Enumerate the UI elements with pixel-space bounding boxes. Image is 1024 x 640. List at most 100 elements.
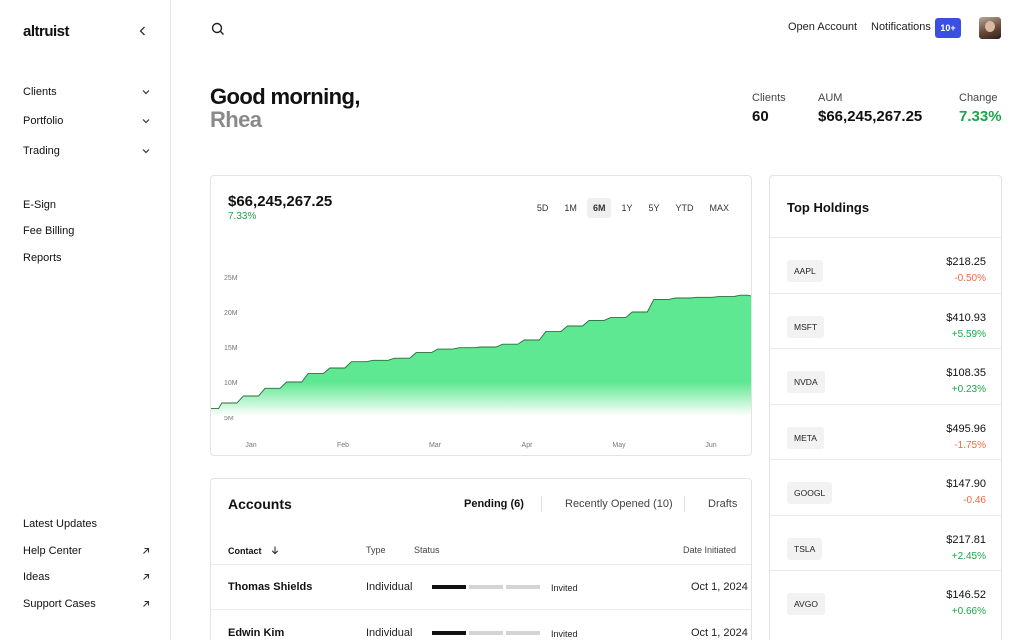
holding-row[interactable]: NVDA $108.35 +0.23% [770, 348, 1001, 404]
top-holdings-card: Top Holdings AAPL $218.25 -0.50% MSFT $410.9… [769, 175, 1002, 640]
column-type[interactable]: Type [366, 545, 386, 555]
range-tab-5d[interactable]: 5D [536, 203, 549, 213]
tab-divider [541, 496, 542, 512]
holding-price: $108.35 [946, 367, 986, 379]
holding-price: $495.96 [946, 422, 986, 435]
y-tick-label: 5M [224, 415, 234, 422]
notifications-badge[interactable]: 10+ [935, 18, 961, 38]
range-tab-1m[interactable]: 1M [564, 203, 577, 213]
chevron-down-icon [142, 119, 150, 124]
sidebar-item-label: Help Center [23, 545, 82, 557]
sidebar-item-ideas[interactable]: Ideas [23, 568, 151, 586]
range-tabs: 5D 1M 6M 1Y 5Y YTD MAX [531, 198, 735, 218]
tab-pending[interactable]: Pending (6) [464, 498, 524, 510]
search-icon[interactable] [210, 21, 226, 37]
holding-change: -1.75% [954, 439, 986, 451]
status-label: Invited [551, 629, 578, 639]
sidebar-item-label: Ideas [23, 571, 50, 583]
sort-down-icon [271, 546, 279, 555]
greeting-name: Rhea [210, 107, 262, 132]
sidebar: altruist Clients Portfolio Trading E-Sig… [0, 0, 171, 640]
contact-name[interactable]: Edwin Kim [228, 627, 285, 639]
status-label: Invited [551, 583, 578, 593]
range-tab-1y[interactable]: 1Y [621, 203, 633, 213]
holding-change: +2.45% [951, 550, 986, 562]
aum-stat-label: AUM [818, 92, 843, 104]
holding-row[interactable]: META $495.96 -1.75% [770, 403, 1001, 460]
y-tick-label: 10M [224, 380, 238, 387]
aum-area-chart[interactable]: 5M 10M 15M 20M 25M Jan Feb Mar Apr May Jun [211, 236, 751, 456]
x-tick-label: Apr [522, 442, 534, 449]
range-tab-5y[interactable]: 5Y [648, 203, 660, 213]
sidebar-item-label: Trading [23, 145, 60, 157]
change-stat-label: Change [959, 92, 998, 104]
date-initiated: Oct 1, 2024 [691, 581, 748, 593]
greeting-line: Good morning, [210, 84, 360, 109]
status-progress [432, 631, 540, 635]
range-tab-ytd[interactable]: YTD [675, 203, 694, 213]
sidebar-item-support-cases[interactable]: Support Cases [23, 595, 151, 613]
sidebar-item-reports[interactable]: Reports [23, 249, 151, 267]
holding-row[interactable]: GOOGL $147.90 -0.46 [770, 459, 1001, 515]
holding-row[interactable]: AAPL $218.25 -0.50% [770, 237, 1001, 293]
x-tick-label: Feb [337, 442, 349, 449]
x-tick-label: Jan [245, 442, 256, 449]
open-account-link[interactable]: Open Account [788, 21, 858, 33]
ticker-badge: AAPL [787, 260, 823, 282]
range-tab-max[interactable]: MAX [709, 203, 729, 213]
sidebar-item-label: E-Sign [23, 199, 57, 211]
external-link-icon [143, 547, 150, 554]
sidebar-item-label: Latest Updates [23, 518, 97, 530]
ticker-badge: NVDA [787, 371, 825, 393]
sidebar-item-fee-billing[interactable]: Fee Billing [23, 222, 151, 240]
sidebar-item-label: Reports [23, 252, 62, 264]
app-logo[interactable]: altruist [23, 23, 70, 40]
holdings-title: Top Holdings [787, 200, 870, 215]
chart-value: $66,245,267.25 [228, 193, 333, 210]
sidebar-item-help-center[interactable]: Help Center [23, 542, 151, 560]
avatar[interactable] [979, 17, 1001, 39]
holding-change: -0.50% [954, 273, 986, 284]
series-line [211, 294, 751, 410]
status-progress [432, 585, 540, 589]
ticker-badge: AVGO [787, 593, 825, 615]
holding-price: $217.81 [946, 533, 986, 546]
holding-row[interactable]: AVGO $146.52 +0.66% [770, 570, 1001, 626]
sidebar-item-esign[interactable]: E-Sign [23, 196, 151, 214]
sidebar-item-trading[interactable]: Trading [23, 142, 151, 160]
column-status[interactable]: Status [414, 545, 440, 555]
tab-recently-opened[interactable]: Recently Opened (10) [565, 498, 673, 510]
column-date-initiated[interactable]: Date Initiated [683, 545, 737, 555]
aum-stat-value: $66,245,267.25 [818, 108, 923, 125]
x-tick-label: Mar [429, 442, 442, 449]
tab-drafts[interactable]: Drafts [708, 498, 738, 510]
table-divider [211, 609, 751, 610]
external-link-icon [143, 573, 150, 580]
notifications-link[interactable]: Notifications [871, 21, 931, 33]
accounts-title: Accounts [228, 496, 292, 512]
sidebar-item-portfolio[interactable]: Portfolio [23, 112, 151, 130]
contact-name[interactable]: Thomas Shields [228, 581, 313, 593]
holding-change: -0.46 [963, 495, 986, 506]
ticker-badge: GOOGL [787, 482, 833, 504]
x-tick-label: May [612, 442, 626, 449]
area-fill [211, 295, 751, 416]
sidebar-item-latest-updates[interactable]: Latest Updates [23, 515, 151, 533]
sidebar-item-label: Support Cases [23, 598, 96, 610]
chevron-left-icon[interactable] [137, 24, 149, 38]
sidebar-item-label: Fee Billing [23, 225, 75, 237]
y-tick-label: 25M [224, 275, 238, 282]
holding-change: +0.23% [951, 384, 986, 395]
holding-price: $410.93 [946, 311, 986, 324]
clients-stat-value: 60 [752, 108, 769, 125]
column-contact[interactable]: Contact [228, 545, 280, 556]
tab-divider [684, 496, 685, 512]
chart-change: 7.33% [228, 211, 257, 222]
range-tab-6m[interactable]: 6M [586, 198, 612, 218]
chevron-down-icon [142, 90, 150, 95]
holding-row[interactable]: MSFT $410.93 +5.59% [770, 292, 1001, 349]
holding-price: $147.90 [946, 478, 986, 490]
holding-row[interactable]: TSLA $217.81 +2.45% [770, 514, 1001, 571]
change-stat-value: 7.33% [959, 108, 1002, 125]
sidebar-item-clients[interactable]: Clients [23, 83, 151, 101]
